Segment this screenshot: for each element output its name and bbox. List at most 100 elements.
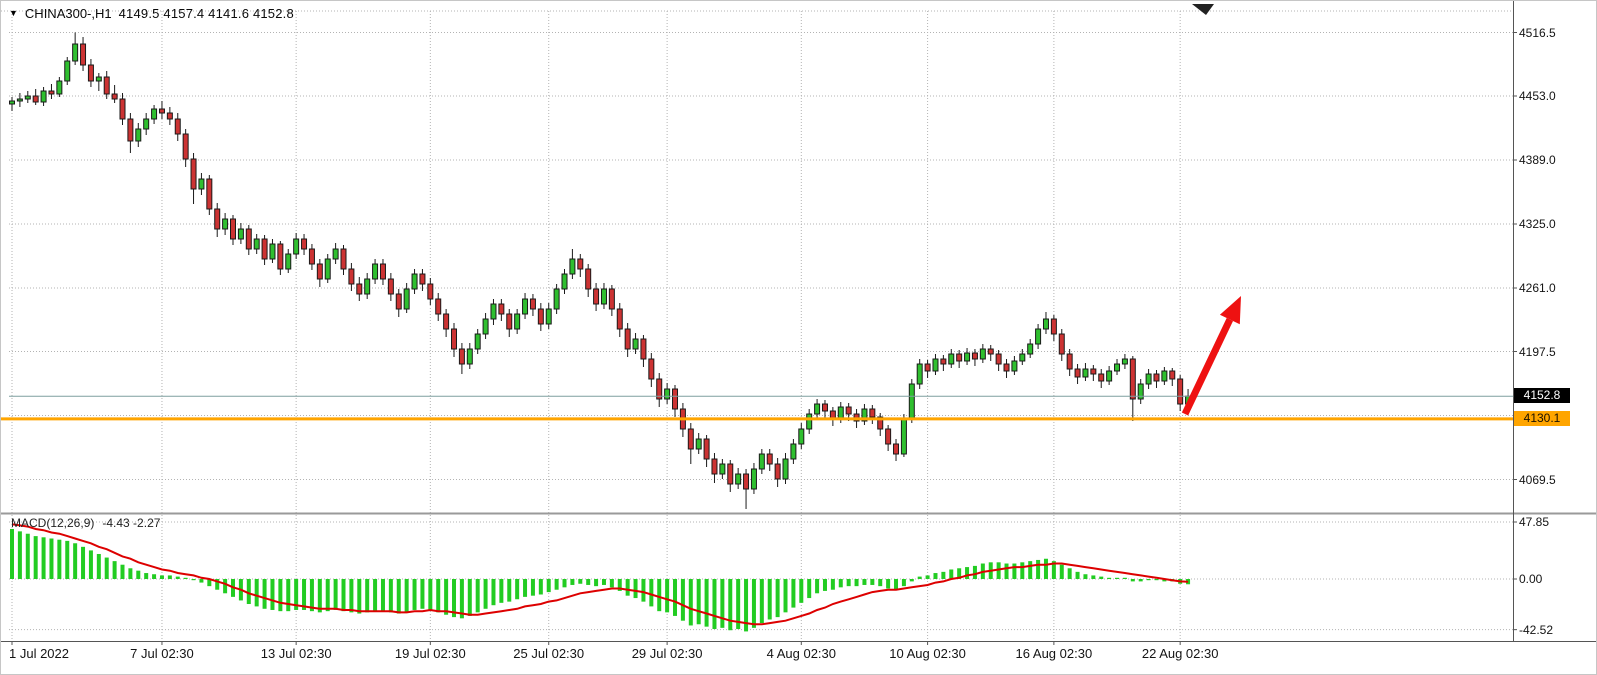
symbol-info-bar: ▼ CHINA300-,H1 4149.5 4157.4 4141.6 4152… [9,6,294,21]
bull-candle [561,273,568,290]
bear-candle [624,328,631,350]
bear-candle [1090,368,1097,375]
bull-candle [198,178,205,190]
bear-candle [182,133,189,160]
bull-candle [1137,383,1144,400]
candles-layer[interactable] [9,32,1192,510]
bull-candle [332,248,339,260]
bear-candle [877,416,884,430]
bear-candle [316,263,323,280]
bull-candle [861,408,868,422]
bear-candle [1003,363,1010,372]
bull-candle [758,453,765,470]
bear-candle [80,43,87,66]
chart-shift-marker-icon[interactable] [1192,4,1214,15]
time-tick-label: 1 Jul 2022 [9,646,69,661]
bull-candle [474,333,481,350]
bear-candle [774,463,781,480]
bull-candle [1042,318,1049,330]
macd-signal-line [11,523,1189,626]
bull-candle [979,348,986,360]
bull-candle [143,118,150,130]
bear-candle [687,428,694,450]
macd-indicator-label: MACD(12,26,9) -4.43 -2.27 [11,516,160,530]
bull-candle [1114,363,1121,372]
bear-candle [1058,333,1065,355]
bear-candle [277,243,284,270]
axis-tick-label: 4516.5 [1519,25,1556,40]
bull-candle [569,258,576,275]
time-tick-label: 16 Aug 02:30 [1015,646,1093,661]
axis-tick-label: 4197.5 [1519,344,1556,359]
bull-candle [72,43,79,62]
time-axis[interactable]: 1 Jul 2022 7 Jul 02:30 13 Jul 02:30 19 Jul … [1,646,1513,674]
bear-candle [593,288,600,305]
bull-candle [1161,370,1168,382]
bull-candle [806,413,813,430]
bear-candle [506,313,513,330]
bull-candle [600,288,607,305]
bear-candle [32,95,39,103]
price-axis[interactable]: -42.520.0047.854069.54133.54197.54261.04… [1514,1,1596,674]
time-tick-label: 29 Jul 02:30 [631,646,703,661]
bear-candle [206,178,213,210]
bull-candle [9,100,15,105]
symbol-dropdown-icon[interactable]: ▼ [9,8,18,18]
bear-candle [529,298,536,310]
bull-candle [16,98,23,102]
bull-candle [222,218,229,230]
bear-candle [419,273,426,285]
axis-tick-label: 0.00 [1519,572,1543,586]
bull-candle [372,263,379,280]
bear-candle [869,408,876,418]
bear-candle [435,298,442,315]
bear-candle [103,76,110,95]
bull-candle [285,253,292,270]
bear-candle [379,263,386,280]
bear-candle [537,308,544,325]
bear-candle [656,378,663,400]
time-tick-label: 4 Aug 02:30 [766,646,836,661]
bull-candle [56,80,63,95]
time-tick-label: 25 Jul 02:30 [513,646,585,661]
axis-tick-label: -42.52 [1519,622,1554,637]
bear-candle [648,358,655,380]
bear-candle [395,293,402,310]
axis-tick-label: 4325.0 [1519,217,1556,231]
gridlines [1,10,1513,641]
bear-candle [48,90,55,95]
bear-candle [885,428,892,445]
bull-candle [735,473,742,485]
time-tick-label: 10 Aug 02:30 [889,646,966,661]
bear-candle [230,218,237,240]
bear-candle [158,108,165,114]
bull-candle [664,388,671,400]
bear-candle [261,238,268,260]
bear-candle [845,406,852,415]
bear-candle [458,348,465,365]
bull-candle [948,353,955,365]
axis-tick-label: 4261.0 [1519,281,1556,295]
macd-histogram [10,528,1191,632]
bear-candle [1177,378,1184,405]
bull-candle [632,338,639,350]
bear-candle [1129,358,1136,400]
bull-candle [1019,353,1026,362]
axis-tick-label: 4453.0 [1519,89,1556,103]
bull-candle [790,443,797,460]
bull-candle [324,258,331,280]
bear-candle [443,313,450,330]
bull-candle [135,128,142,142]
arrow-head[interactable] [1219,296,1241,325]
bear-candle [308,248,315,265]
bull-candle [522,298,529,315]
bull-candle [1027,343,1034,355]
bear-candle [190,158,197,190]
bull-candle [514,313,521,330]
bear-candle [616,308,623,330]
bull-candle [1121,358,1128,365]
bull-candle [1011,360,1018,372]
arrow-annotation[interactable] [1181,317,1234,416]
